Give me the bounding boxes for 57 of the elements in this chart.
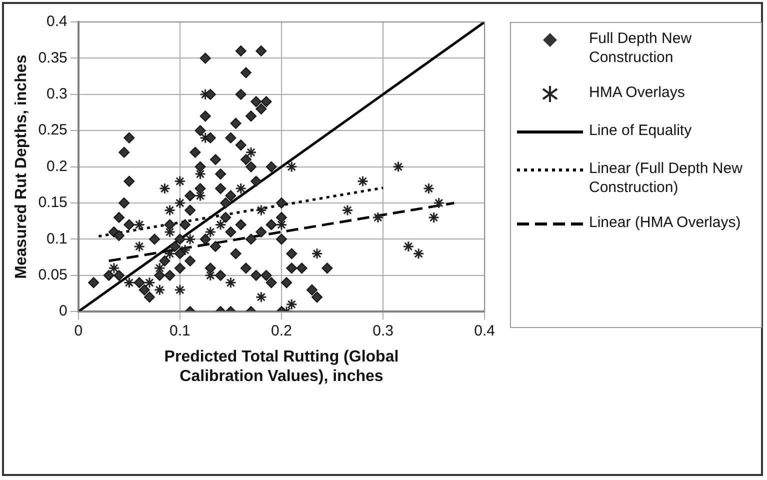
point bbox=[184, 233, 196, 245]
point bbox=[158, 182, 170, 194]
point bbox=[428, 212, 440, 224]
point bbox=[356, 176, 368, 188]
point bbox=[154, 284, 166, 296]
point bbox=[255, 291, 267, 303]
legend-label: Full Depth New Construction bbox=[589, 29, 693, 67]
point bbox=[224, 276, 236, 288]
point bbox=[174, 284, 186, 296]
x-tick-label: 0.3 bbox=[372, 322, 394, 340]
y-tick-label: 0.3 bbox=[46, 86, 68, 103]
y-tick-label: 0.2 bbox=[46, 158, 68, 175]
point bbox=[311, 248, 323, 260]
point bbox=[144, 276, 156, 288]
point bbox=[194, 190, 206, 202]
x-tick-label: 0.2 bbox=[271, 322, 292, 340]
y-tick-label: 0.35 bbox=[38, 49, 68, 66]
x-axis-title: Predicted Total Rutting (Global Calibration Values), inches bbox=[164, 348, 399, 385]
legend-label: Linear (HMA Overlays) bbox=[589, 213, 741, 232]
y-tick-label: 0.05 bbox=[38, 266, 68, 284]
point bbox=[286, 298, 298, 310]
point bbox=[412, 248, 424, 260]
y-tick-label: 0.1 bbox=[46, 230, 68, 248]
x-tick-label: 0.4 bbox=[474, 322, 496, 340]
x-tick-label: 0 bbox=[74, 322, 83, 340]
point bbox=[342, 204, 354, 216]
y-tick-label: 0 bbox=[59, 302, 68, 320]
point bbox=[286, 161, 298, 173]
point bbox=[245, 146, 257, 158]
point bbox=[392, 161, 404, 173]
point bbox=[433, 197, 445, 209]
point bbox=[204, 226, 216, 238]
point bbox=[174, 176, 186, 188]
point bbox=[255, 204, 267, 216]
y-tick-label: 0.25 bbox=[38, 122, 68, 139]
point bbox=[108, 262, 120, 274]
y-tick-label: 0.15 bbox=[38, 194, 68, 212]
point bbox=[214, 218, 226, 230]
point bbox=[204, 270, 216, 282]
point bbox=[164, 204, 176, 216]
point bbox=[174, 197, 186, 209]
point bbox=[402, 240, 414, 252]
point bbox=[154, 262, 166, 274]
point bbox=[372, 212, 384, 224]
point bbox=[134, 240, 146, 252]
legend-label: Linear (Full Depth New Construction) bbox=[589, 159, 744, 197]
x-tick-label: 0.1 bbox=[170, 322, 190, 340]
legend-label: Line of Equality bbox=[589, 121, 692, 140]
y-axis-title: Measured Rut Depths, inches bbox=[13, 54, 30, 279]
y-tick-label: 0.4 bbox=[46, 13, 68, 30]
point bbox=[123, 276, 135, 288]
legend-label: HMA Overlays bbox=[589, 83, 685, 102]
point bbox=[235, 182, 247, 194]
point bbox=[422, 182, 434, 194]
point bbox=[164, 226, 176, 238]
point bbox=[164, 248, 176, 260]
point bbox=[134, 218, 146, 230]
